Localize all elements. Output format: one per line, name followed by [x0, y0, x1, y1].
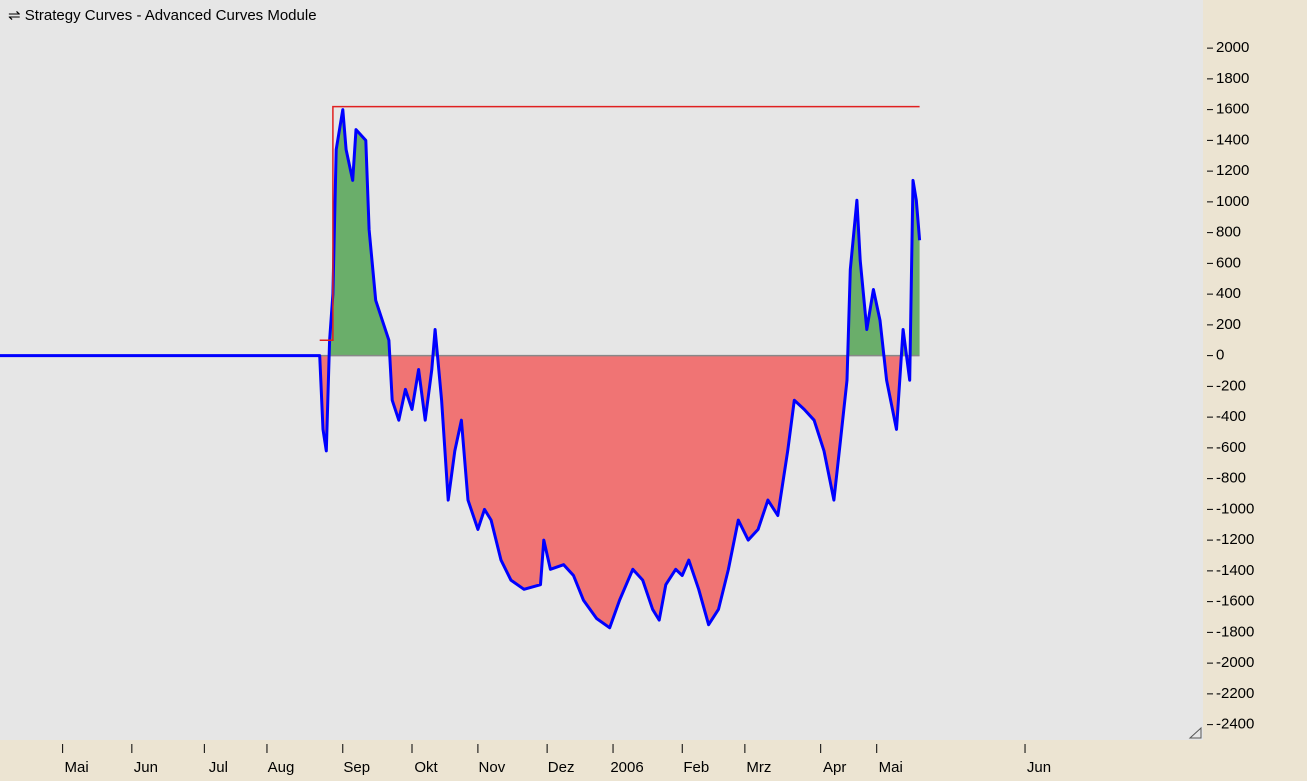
y-tick-label: -2000 — [1216, 654, 1254, 671]
x-tick-label: Sep — [343, 759, 370, 776]
y-tick-label: -1600 — [1216, 593, 1254, 610]
y-tick-label: 1600 — [1216, 101, 1249, 118]
y-tick-label: 1400 — [1216, 131, 1249, 148]
y-tick-label: 600 — [1216, 254, 1241, 271]
y-tick-label: -200 — [1216, 377, 1246, 394]
x-tick-label: Mai — [65, 759, 89, 776]
y-tick-label: -1800 — [1216, 623, 1254, 640]
y-tick-label: 1800 — [1216, 70, 1249, 87]
x-tick-label: Jul — [209, 759, 228, 776]
x-tick-label: Mai — [879, 759, 903, 776]
y-tick-label: -1400 — [1216, 562, 1254, 579]
y-tick-label: 800 — [1216, 224, 1241, 241]
y-tick-label: 1200 — [1216, 162, 1249, 179]
x-tick-label: Jun — [134, 759, 158, 776]
x-tick-label: Feb — [683, 759, 709, 776]
x-tick-label: Okt — [414, 759, 438, 776]
x-tick-label: Dez — [548, 759, 575, 776]
y-tick-label: -1200 — [1216, 531, 1254, 548]
x-tick-label: Jun — [1027, 759, 1051, 776]
resize-icon — [1188, 726, 1202, 739]
y-tick-label: -400 — [1216, 408, 1246, 425]
x-tick-label: 2006 — [610, 759, 643, 776]
y-tick-label: 200 — [1216, 316, 1241, 333]
x-tick-label: Nov — [479, 759, 506, 776]
peak-line — [319, 105, 920, 342]
chart-title: ⇌ Strategy Curves - Advanced Curves Modu… — [8, 7, 317, 24]
y-tick-label: -800 — [1216, 470, 1246, 487]
y-tick-label: 1000 — [1216, 193, 1249, 210]
x-tick-label: Aug — [268, 759, 295, 776]
y-tick-label: -2400 — [1216, 716, 1254, 733]
x-tick-label: Mrz — [746, 759, 771, 776]
y-tick-label: 400 — [1216, 285, 1241, 302]
y-tick-label: 0 — [1216, 347, 1224, 364]
x-tick-label: Apr — [823, 759, 846, 776]
equity-line — [0, 108, 922, 630]
y-tick-label: -600 — [1216, 439, 1246, 456]
y-tick-label: -2200 — [1216, 685, 1254, 702]
y-tick-label: -1000 — [1216, 500, 1254, 517]
y-tick-label: 2000 — [1216, 39, 1249, 56]
